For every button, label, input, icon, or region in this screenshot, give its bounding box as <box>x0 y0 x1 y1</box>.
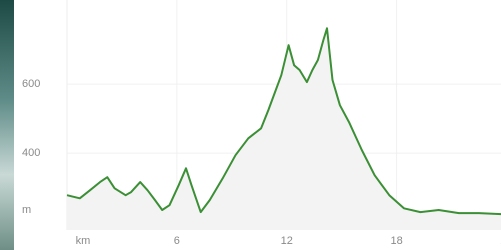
elevation-chart: m km 4006006121824 <box>0 0 501 250</box>
x-tick-label: 6 <box>174 235 180 247</box>
y-tick-label: 600 <box>22 78 40 90</box>
area-fill <box>67 28 501 230</box>
y-unit: m <box>22 204 31 216</box>
background-strip <box>0 0 14 250</box>
y-tick-label: 400 <box>22 147 40 159</box>
x-tick-label: 12 <box>281 235 293 247</box>
x-unit: km <box>76 235 91 247</box>
x-tick-label: 18 <box>390 235 402 247</box>
